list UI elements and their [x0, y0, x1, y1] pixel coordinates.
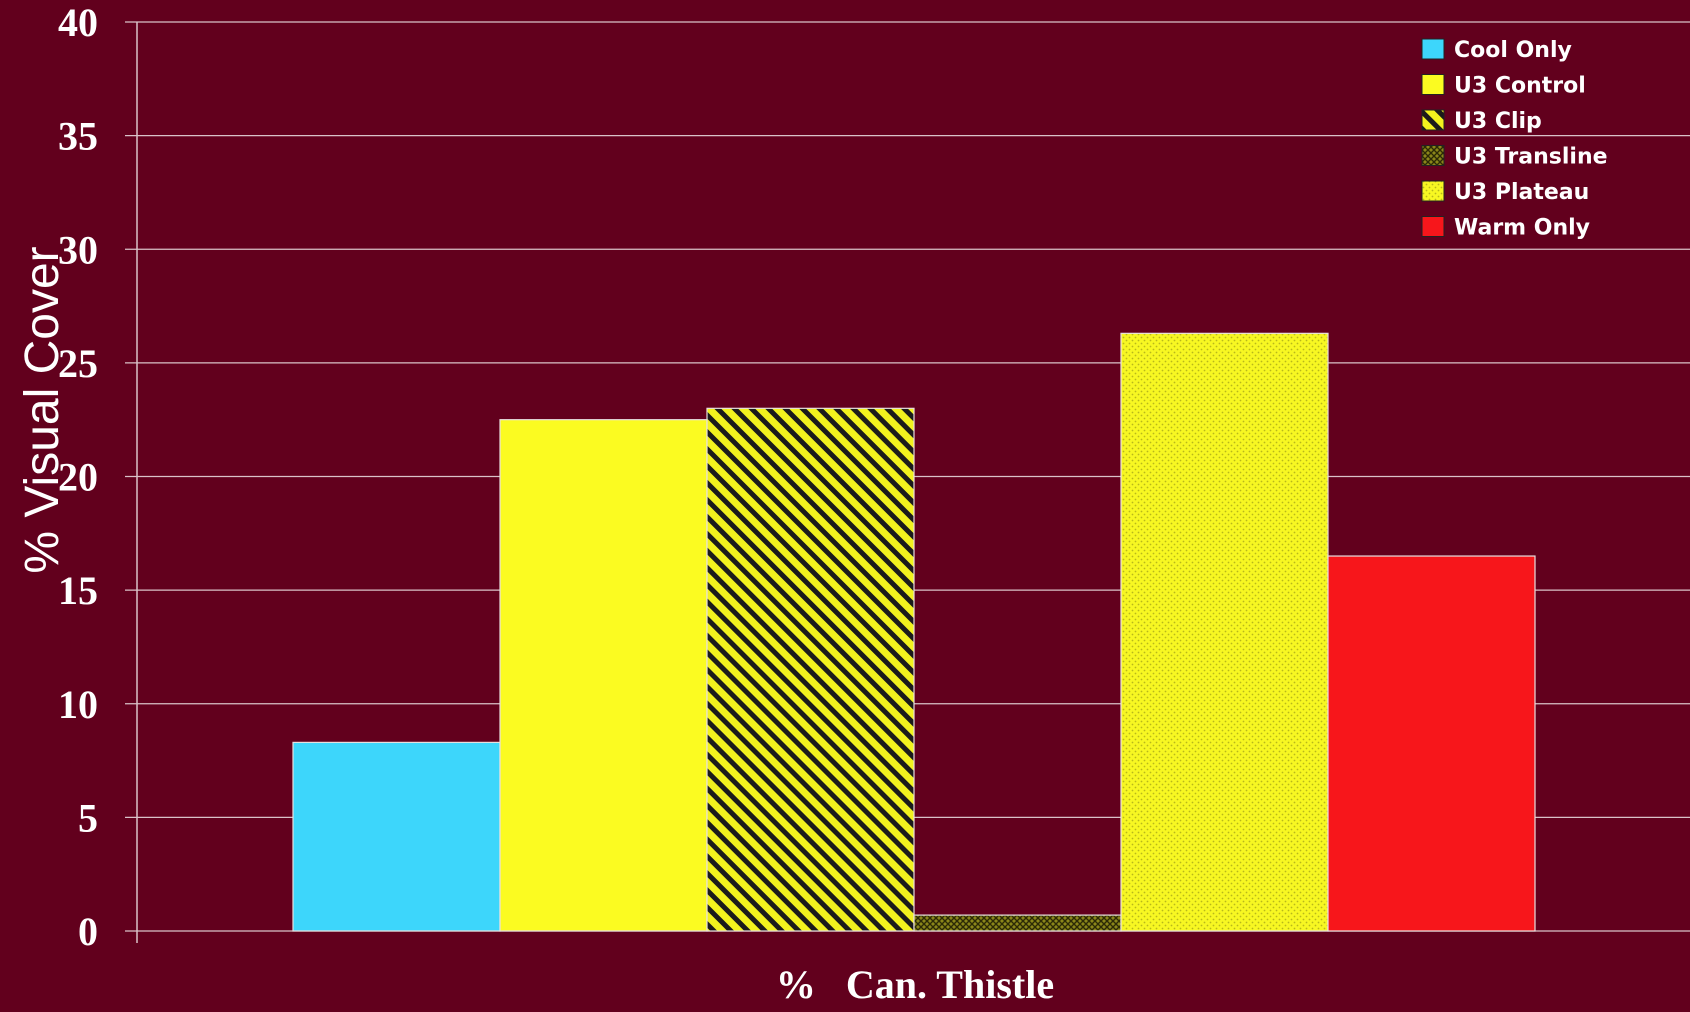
bar-warm-only — [1327, 555, 1536, 932]
legend-label: U3 Plateau — [1454, 180, 1589, 205]
y-tick-label: 25 — [58, 341, 98, 386]
y-tick-label: 0 — [78, 909, 98, 954]
legend-label: Warm Only — [1454, 216, 1590, 241]
legend-swatch — [1421, 180, 1445, 202]
y-tick-label: 15 — [58, 568, 98, 613]
legend-label: U3 Control — [1454, 74, 1586, 99]
bars — [292, 332, 1536, 932]
legend-label: Cool Only — [1454, 38, 1572, 63]
y-tick-label: 5 — [78, 795, 98, 840]
x-axis-label: % Can. Thistle — [776, 962, 1054, 1007]
bar-u3-transline — [913, 914, 1122, 932]
bar-cool-only — [292, 741, 501, 932]
bar-u3-clip — [706, 407, 915, 932]
bar-u3-plateau — [1120, 332, 1329, 932]
legend-swatch — [1421, 38, 1445, 60]
legend-swatch — [1421, 145, 1445, 166]
y-tick-label: 20 — [58, 455, 98, 500]
legend: Cool Only U3 Control U3 Clip U3 Transline U3… — [1421, 38, 1608, 241]
y-tick-label: 40 — [58, 0, 98, 45]
bar-u3-control — [499, 419, 708, 932]
y-tick-labels: 0 5 10 15 20 25 30 35 40 — [58, 0, 98, 954]
y-tick-label: 30 — [58, 227, 98, 272]
y-axis-label: % Visual Cover — [16, 246, 69, 573]
y-tick-label: 10 — [58, 682, 98, 727]
legend-swatch — [1421, 216, 1445, 237]
legend-label: U3 Clip — [1454, 109, 1542, 134]
legend-label: U3 Transline — [1454, 145, 1608, 170]
y-tick-label: 35 — [58, 114, 98, 159]
legend-swatch — [1421, 109, 1445, 131]
legend-swatch — [1421, 74, 1445, 95]
